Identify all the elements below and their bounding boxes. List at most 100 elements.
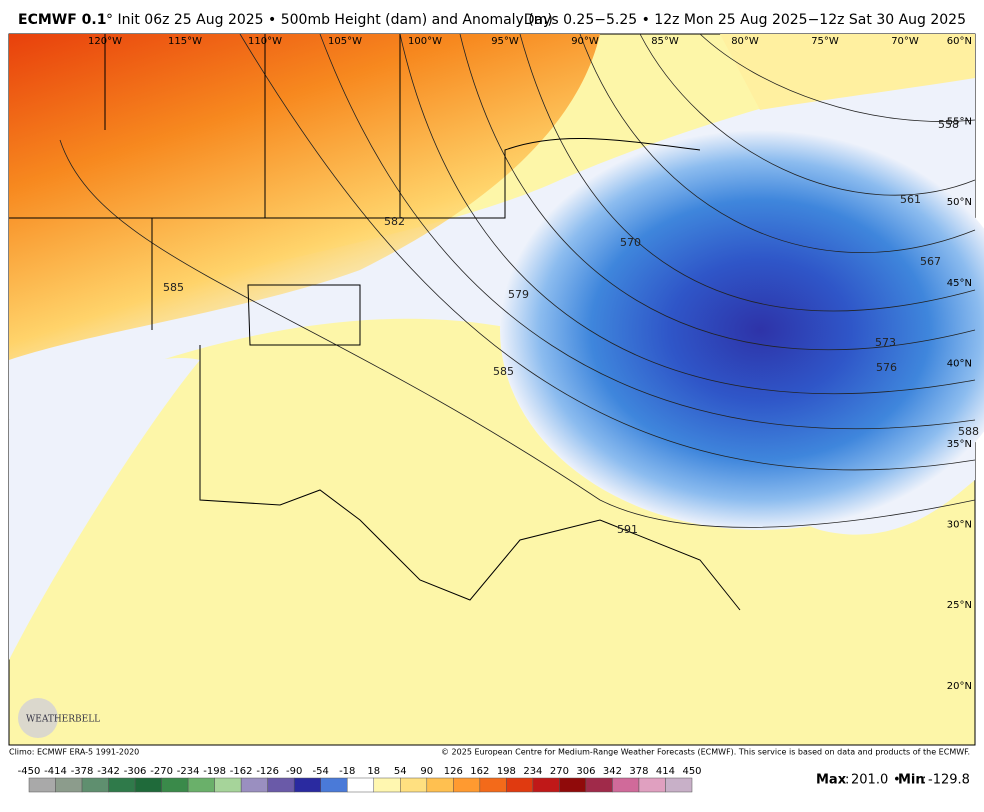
contour-label: 579 — [508, 288, 529, 301]
neutral-band — [9, 358, 200, 660]
colorbar-swatch — [426, 777, 454, 793]
colorbar-swatch — [373, 777, 401, 793]
climo: Climo: ECMWF ERA-5 1991-2020 — [9, 748, 139, 757]
colorbar-tick-label: -234 — [177, 766, 200, 777]
colorbar-swatch — [479, 777, 507, 793]
contour-label: 576 — [876, 361, 897, 374]
colorbar-tick-label: 198 — [497, 766, 516, 777]
colorbar-swatch — [293, 777, 321, 793]
colorbar-swatch — [55, 777, 83, 793]
longitude-labels: 120°W 115°W 110°W 105°W 100°W 95°W 90°W 85°W 80°… — [88, 36, 919, 47]
colorbar-swatch — [240, 777, 268, 793]
warm-anomaly — [720, 34, 975, 110]
colorbar-tick-label: -90 — [286, 766, 302, 777]
longitude-label: 70°W — [891, 36, 919, 47]
longitude-label: 75°W — [811, 36, 839, 47]
colorbar-tick-label: 306 — [576, 766, 595, 777]
colorbar-swatch — [161, 777, 189, 793]
colorbar-swatch — [267, 777, 295, 793]
colorbar-swatch — [559, 777, 587, 793]
colorbar-tick-label: 378 — [629, 766, 648, 777]
colorbar-swatch — [214, 777, 242, 793]
contour-label: 570 — [620, 236, 641, 249]
contour-label: 585 — [163, 281, 184, 294]
longitude-label: 90°W — [571, 36, 599, 47]
contour-label: 561 — [900, 193, 921, 206]
colorbar-swatch — [612, 777, 640, 793]
colorbar-tick-label: -198 — [203, 766, 226, 777]
colorbar: -450 -414 -378 -342 -306 -270 -234 -198 -162 -126… — [18, 766, 702, 793]
colorbar-tick-label: -162 — [230, 766, 253, 777]
colorbar-tick-label: 342 — [603, 766, 622, 777]
colorbar-tick-label: 450 — [682, 766, 701, 777]
contour-label: 558 — [938, 118, 959, 131]
contour-label: 591 — [617, 523, 638, 536]
longitude-label: 120°W — [88, 36, 122, 47]
period: Days 0.25−5.25 • 12z Mon 25 Aug 2025−12z… — [524, 12, 966, 28]
colorbar-swatch — [81, 777, 109, 793]
copyright: © 2025 European Centre for Medium-Range … — [441, 748, 970, 757]
colorbar-swatch — [453, 777, 481, 793]
latitude-label: 55°N — [947, 117, 972, 128]
sep: • — [893, 773, 901, 788]
colorbar-tick-label: -450 — [18, 766, 41, 777]
colorbar-tick-label: 54 — [394, 766, 407, 777]
longitude-label: 85°W — [651, 36, 679, 47]
longitude-label: 80°W — [731, 36, 759, 47]
max: 201.0 — [851, 773, 888, 788]
colorbar-tick-label: -270 — [150, 766, 173, 777]
colorbar-swatch — [320, 777, 348, 793]
colorbar-swatch — [187, 777, 215, 793]
subtitle: ° Init 06z 25 Aug 2025 • 500mb Height (d… — [106, 12, 553, 28]
max-colon: : — [845, 773, 849, 788]
logo: WEATHERBELL — [26, 715, 100, 725]
contours — [59, 33, 976, 528]
contour-label: 588 — [958, 425, 979, 438]
colorbar-swatch — [400, 777, 428, 793]
colorbar-tick-label: 162 — [470, 766, 489, 777]
colorbar-swatch — [108, 777, 136, 793]
colorbar-tick-label: 414 — [656, 766, 675, 777]
latitude-label: 60°N — [947, 36, 972, 47]
colorbar-swatch — [506, 777, 534, 793]
max-label: Max — [816, 773, 847, 788]
longitude-label: 110°W — [248, 36, 282, 47]
logo-mark — [18, 698, 58, 738]
colorbar-swatch — [134, 777, 162, 793]
colorbar-tick-label: -306 — [124, 766, 147, 777]
colorbar-tick-label: 90 — [420, 766, 433, 777]
contour-label: 567 — [920, 255, 941, 268]
latitude-label: 25°N — [947, 600, 972, 611]
colorbar-swatch — [638, 777, 666, 793]
colorbar-swatch — [585, 777, 613, 793]
min: -129.8 — [928, 773, 970, 788]
latitude-label: 50°N — [947, 197, 972, 208]
colorbar-tick-label: 234 — [523, 766, 542, 777]
longitude-label: 95°W — [491, 36, 519, 47]
contour-label: 573 — [875, 336, 896, 349]
warm-anomaly — [9, 34, 600, 360]
colorbar-tick-label: -414 — [44, 766, 67, 777]
longitude-label: 105°W — [328, 36, 362, 47]
latitude-label: 40°N — [947, 358, 972, 369]
colorbar-tick-label: 126 — [444, 766, 463, 777]
colorbar-tick-label: 270 — [550, 766, 569, 777]
colorbar-tick-label: -378 — [71, 766, 94, 777]
colorbar-tick-label: -126 — [256, 766, 279, 777]
latitude-label: 45°N — [947, 278, 972, 289]
model: ECMWF 0.1 — [18, 12, 106, 28]
colorbar-tick-label: -18 — [339, 766, 355, 777]
colorbar-swatch — [28, 777, 56, 793]
colorbar-tick-label: -342 — [97, 766, 120, 777]
longitude-label: 115°W — [168, 36, 202, 47]
colorbar-swatch — [532, 777, 560, 793]
latitude-label: 35°N — [947, 439, 972, 450]
cold-anomaly — [500, 130, 984, 530]
colorbar-swatch — [665, 777, 693, 793]
contour-label: 585 — [493, 365, 514, 378]
map: 120°W 115°W 110°W 105°W 100°W 95°W 90°W 85°W 80°… — [8, 33, 984, 746]
min-label: Min — [898, 773, 925, 788]
borders — [9, 34, 741, 611]
contour-labels: 558 561 567 570 573 576 579 582 585 585 … — [163, 118, 979, 536]
